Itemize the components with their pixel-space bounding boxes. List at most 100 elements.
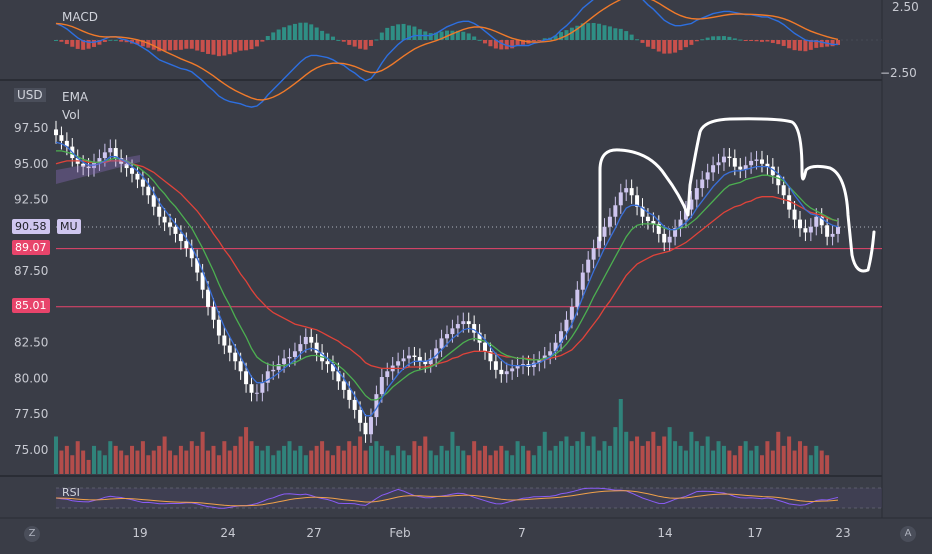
volume-bar — [211, 445, 216, 474]
candle-body — [564, 319, 569, 332]
candle-body — [683, 209, 688, 220]
currency-label[interactable]: USD — [14, 88, 46, 102]
volume-bar — [135, 450, 140, 474]
volume-bar — [216, 455, 221, 474]
macd-histogram-bar — [238, 40, 243, 51]
volume-bar — [434, 455, 439, 474]
volume-bar — [347, 441, 352, 474]
level-2-badge: 85.01 — [12, 298, 50, 313]
candle-body — [265, 371, 270, 383]
macd-histogram-bar — [135, 40, 140, 45]
macd-histogram-bar — [227, 40, 232, 55]
volume-bar — [602, 441, 607, 474]
volume-bar — [222, 441, 227, 474]
macd-histogram-bar — [635, 39, 640, 41]
candle-body — [406, 355, 411, 359]
candle-body — [727, 156, 732, 159]
volume-bar — [776, 431, 781, 474]
volume-bar — [271, 455, 276, 474]
candle-body — [607, 216, 612, 227]
candle-body — [472, 324, 477, 333]
candle-body — [276, 364, 281, 370]
candle-body — [439, 338, 444, 349]
volume-bar — [385, 450, 390, 474]
candle-body — [336, 371, 341, 382]
macd-histogram-bar — [618, 28, 623, 40]
vol-indicator-label[interactable]: Vol — [62, 108, 80, 122]
candle-body — [797, 219, 802, 229]
macd-histogram-bar — [336, 39, 341, 41]
candle-body — [379, 377, 384, 395]
candle-body — [200, 272, 205, 290]
macd-histogram-bar — [282, 27, 287, 40]
candle-body — [59, 135, 64, 141]
macd-histogram-bar — [108, 39, 113, 41]
candle-body — [173, 226, 178, 234]
volume-bar — [493, 450, 498, 474]
macd-histogram-bar — [591, 22, 596, 40]
candle-body — [211, 306, 216, 320]
candle-body — [401, 358, 406, 362]
macd-histogram-bar — [836, 40, 840, 45]
volume-bar — [314, 445, 319, 474]
volume-bar — [336, 445, 341, 474]
macd-pane-label: MACD — [62, 10, 98, 24]
volume-bar — [455, 445, 460, 474]
ema-indicator-label[interactable]: EMA — [62, 90, 89, 104]
candle-body — [162, 216, 167, 223]
candle-body — [808, 226, 813, 233]
candle-body — [146, 186, 151, 196]
volume-bar — [754, 445, 759, 474]
macd-histogram-bar — [559, 32, 564, 40]
candle-body — [749, 160, 754, 166]
volume-bar — [781, 445, 786, 474]
candle-body — [483, 342, 488, 352]
volume-bar — [787, 436, 792, 474]
macd-histogram-bar — [445, 30, 449, 40]
candle-body — [792, 209, 797, 220]
candle-body — [417, 356, 422, 362]
y-tick-label: 80.00 — [14, 371, 48, 385]
candle-body — [309, 336, 314, 343]
macd-histogram-bar — [694, 40, 699, 42]
right-corner-button[interactable]: A — [900, 526, 916, 542]
macd-histogram-bar — [645, 40, 650, 47]
macd-tick-bottom: −2.50 — [880, 66, 917, 80]
volume-bar — [651, 431, 656, 474]
candle-body — [233, 352, 238, 362]
candle-body — [569, 306, 574, 320]
candle-body — [135, 173, 140, 180]
level-1-badge: 89.07 — [12, 240, 50, 255]
channel-drawing — [56, 155, 140, 184]
left-corner-button[interactable]: Z — [24, 526, 40, 542]
x-tick-label: 14 — [657, 526, 672, 540]
macd-histogram-bar — [743, 40, 748, 41]
volume-bar — [379, 445, 384, 474]
volume-bar — [276, 450, 281, 474]
macd-histogram-bar — [124, 40, 129, 43]
volume-bar — [803, 445, 808, 474]
candle-body — [591, 248, 596, 260]
candle-body — [227, 345, 232, 353]
rsi-ma-line — [55, 490, 839, 507]
candle-body — [54, 129, 58, 136]
rsi-band — [56, 488, 882, 508]
volume-bar — [662, 436, 667, 474]
candle-body — [521, 364, 526, 366]
candle-body — [787, 195, 792, 210]
volume-bar — [320, 441, 325, 474]
volume-bar — [645, 441, 650, 474]
last-price-badge: 90.58 — [12, 219, 50, 234]
candle-body — [140, 179, 145, 187]
candle-body — [602, 226, 607, 237]
macd-histogram-bar — [70, 40, 75, 47]
candle-body — [537, 359, 542, 363]
macd-histogram-bar — [260, 40, 265, 42]
candle-body — [86, 166, 91, 169]
macd-histogram-bar — [368, 40, 373, 46]
macd-histogram-bar — [244, 40, 249, 51]
volume-bar — [689, 431, 694, 474]
candle-body — [260, 382, 265, 393]
